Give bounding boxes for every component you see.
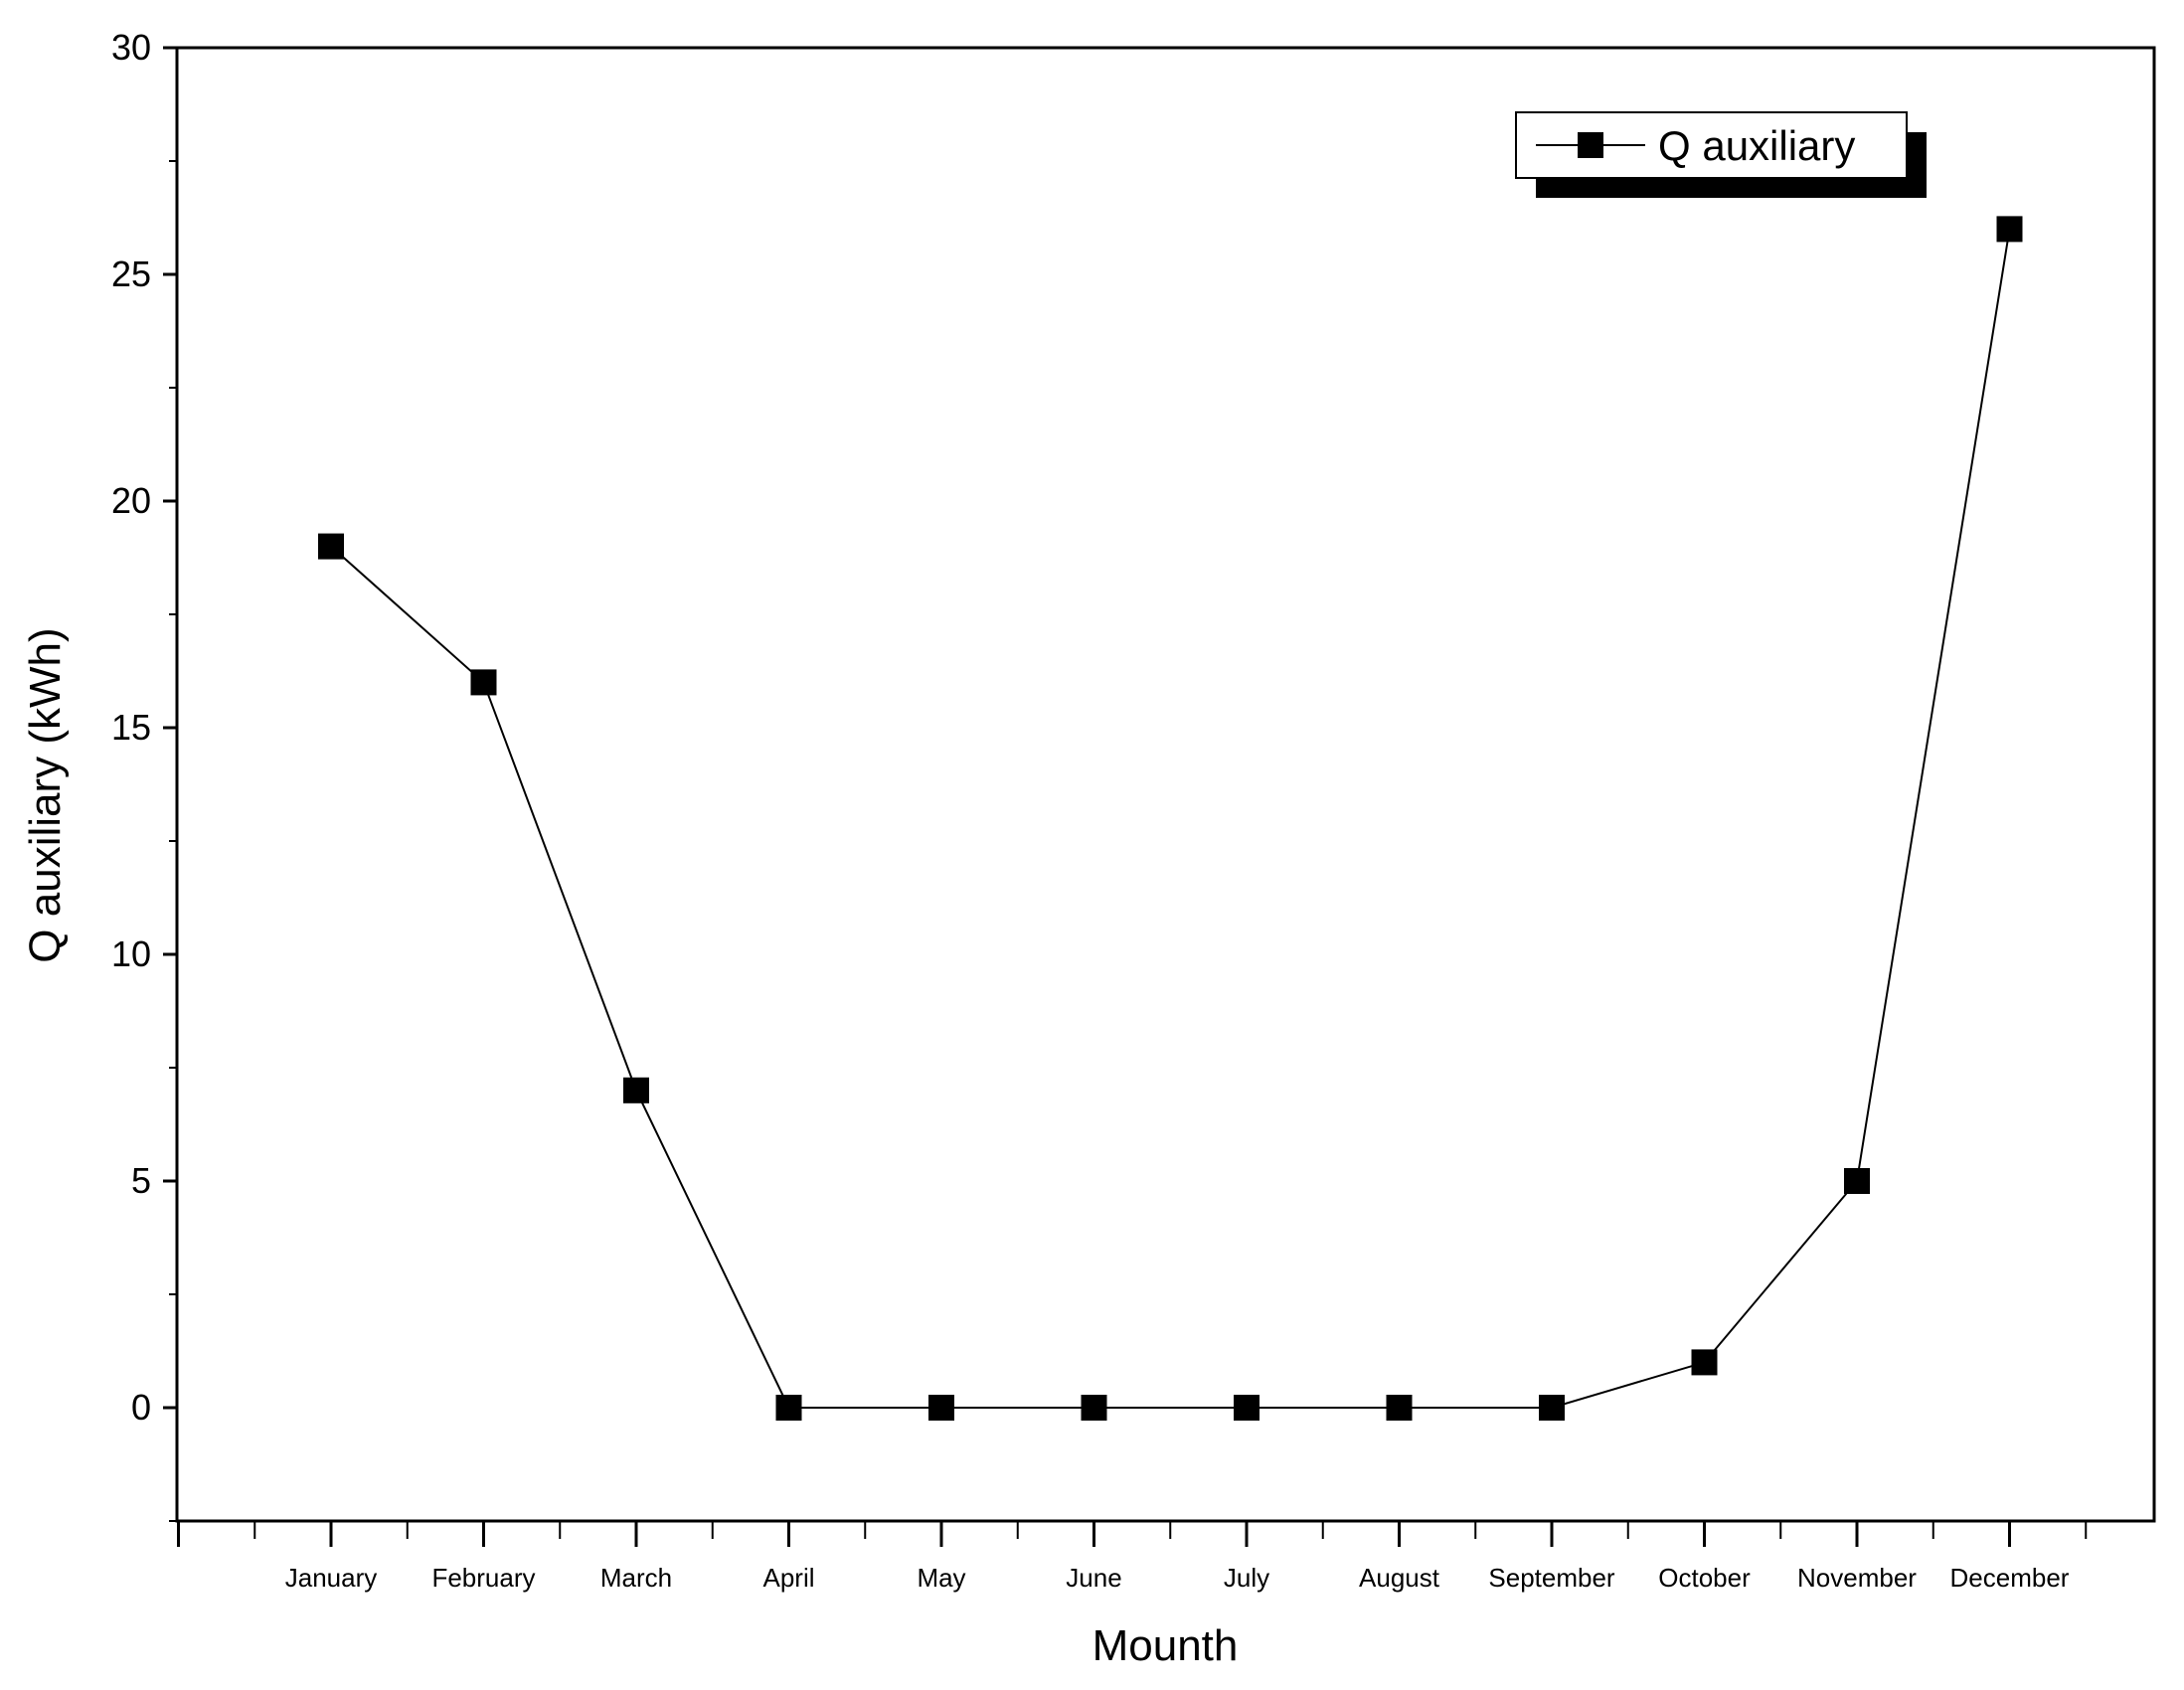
series-line [330,229,2011,1409]
x-axis-title: Mounth [1092,1621,1239,1670]
legend-marker-sample [1578,132,1603,158]
x-tick-label: March [600,1563,672,1593]
data-point [1081,1395,1107,1421]
data-point [1234,1395,1260,1421]
data-point [470,669,497,696]
x-tick-label: November [1797,1563,1917,1593]
x-tick-label: September [1488,1563,1615,1593]
data-point [318,533,344,560]
data-point [775,1395,802,1421]
data-point [1691,1349,1718,1376]
y-tick-label: 30 [111,27,151,68]
y-tick-label: 20 [111,480,151,521]
series-layer [318,216,2023,1421]
data-point [1539,1395,1565,1421]
data-point [1844,1168,1870,1194]
x-tick-label: December [1950,1563,2070,1593]
x-tick-label: October [1658,1563,1751,1593]
x-tick-label: July [1224,1563,1269,1593]
data-point [928,1395,954,1421]
y-tick-label: 5 [131,1160,151,1201]
y-axis-title: Q auxiliary (kWh) [21,627,70,962]
y-tick-label: 15 [111,707,151,748]
y-axis: 0 5 10 15 20 25 30 [111,27,177,1522]
plot-border [175,46,2156,1523]
x-tick-label: January [285,1563,378,1593]
y-tick-label: 25 [111,254,151,294]
x-tick-label: May [917,1563,965,1593]
x-axis: January February March April May June July Augu… [177,1521,2088,1593]
data-point [623,1077,649,1103]
plot-frame [175,46,2156,1523]
x-tick-label: April [762,1563,814,1593]
y-tick-label: 10 [111,933,151,974]
x-tick-label: August [1359,1563,1440,1593]
y-tick-label: 0 [131,1387,151,1428]
x-tick-label: June [1066,1563,1121,1593]
x-tick-label: February [431,1563,535,1593]
data-point [1996,216,2023,243]
data-point [1386,1395,1413,1421]
legend: Q auxiliary [1515,111,1927,198]
legend-label: Q auxiliary [1658,122,1855,169]
